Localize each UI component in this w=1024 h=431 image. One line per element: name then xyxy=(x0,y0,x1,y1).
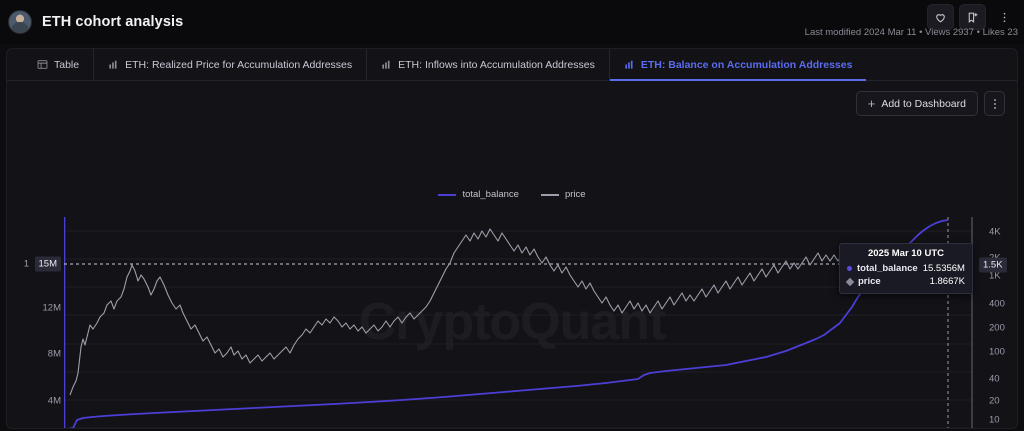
tab-label: ETH: Balance on Accumulation Addresses xyxy=(640,58,853,71)
tab-inflows[interactable]: ETH: Inflows into Accumulation Addresses xyxy=(367,49,610,80)
chart-tooltip: 2025 Mar 10 UTC total_balance 15.5356M p… xyxy=(839,243,973,294)
tab-label: ETH: Inflows into Accumulation Addresses xyxy=(398,58,595,71)
y-right-tick: 20 xyxy=(989,395,1000,407)
y-right-tick: 4K xyxy=(989,226,1001,238)
y-right-tick: 200 xyxy=(989,322,1005,334)
legend-item-price[interactable]: price xyxy=(540,189,586,200)
chart-toolbar: + Add to Dashboard xyxy=(855,91,1005,116)
add-to-dashboard-button[interactable]: + Add to Dashboard xyxy=(855,91,978,116)
add-to-dashboard-label: Add to Dashboard xyxy=(881,97,966,110)
plot-area[interactable] xyxy=(64,217,973,428)
y-right-marker: 1.5K xyxy=(979,257,1007,273)
y-axis-right: 4K 2K 1K 400 200 100 40 20 10 4 1.5K xyxy=(977,217,1017,428)
bookmark-add-icon[interactable] xyxy=(959,4,986,30)
legend-swatch xyxy=(438,193,457,196)
y-left-tick: 12M xyxy=(42,302,61,314)
y-axis-left: 0 4M 8M 12M 1 15M xyxy=(15,217,61,428)
y-left-tick: 4M xyxy=(47,395,61,407)
y-right-tick: 1K xyxy=(989,270,1001,282)
y-right-tick: 10 xyxy=(989,414,1000,426)
tooltip-series-name: price xyxy=(858,276,881,287)
y-left-marker: 15M xyxy=(34,256,61,272)
more-vertical-icon[interactable] xyxy=(984,91,1005,116)
chart-legend: total_balance price xyxy=(7,189,1017,200)
tooltip-series-value: 15.5356M xyxy=(922,263,965,274)
tab-table[interactable]: Table xyxy=(23,49,95,80)
tab-bar: Table ETH: Realized Price for Accumulati… xyxy=(7,49,1017,81)
series-dot-icon xyxy=(847,266,852,271)
heart-icon[interactable] xyxy=(927,4,954,30)
y-right-tick: 100 xyxy=(989,346,1005,358)
tab-realized-price[interactable]: ETH: Realized Price for Accumulation Add… xyxy=(94,49,368,80)
header-meta: Last modified 2024 Mar 11 • Views 2937 •… xyxy=(804,27,1018,38)
total-balance-series xyxy=(68,219,949,428)
y-right-tick: 400 xyxy=(989,298,1005,310)
y-left-tick: 1 xyxy=(23,258,29,270)
price-series xyxy=(69,228,971,396)
tooltip-row-price: price 1.8667K xyxy=(845,275,965,288)
chart-svg xyxy=(64,217,973,428)
y-left-tick: 8M xyxy=(47,348,61,360)
legend-label: total_balance xyxy=(462,189,519,200)
tooltip-row-total-balance: total_balance 15.5356M xyxy=(847,262,965,275)
legend-item-total-balance[interactable]: total_balance xyxy=(438,189,519,200)
tab-balance[interactable]: ETH: Balance on Accumulation Addresses xyxy=(609,49,867,81)
grid-lines xyxy=(64,230,973,428)
plus-icon: + xyxy=(867,96,876,111)
tooltip-series-name: total_balance xyxy=(857,263,918,274)
legend-swatch xyxy=(540,193,559,196)
header-actions xyxy=(927,4,1018,30)
more-vertical-icon[interactable] xyxy=(991,4,1018,30)
tab-label: Table xyxy=(54,58,80,71)
app-header: ETH cohort analysis Last modified 2024 M… xyxy=(0,0,1024,44)
tooltip-title: 2025 Mar 10 UTC xyxy=(867,248,945,259)
series-diamond-icon xyxy=(845,277,855,286)
tooltip-series-value: 1.8667K xyxy=(929,276,965,287)
y-right-tick: 40 xyxy=(989,373,1000,385)
tab-label: ETH: Realized Price for Accumulation Add… xyxy=(125,58,353,71)
user-avatar[interactable] xyxy=(8,10,32,34)
chart-card: Table ETH: Realized Price for Accumulati… xyxy=(6,48,1018,429)
legend-label: price xyxy=(564,189,586,200)
page-title: ETH cohort analysis xyxy=(42,14,184,30)
